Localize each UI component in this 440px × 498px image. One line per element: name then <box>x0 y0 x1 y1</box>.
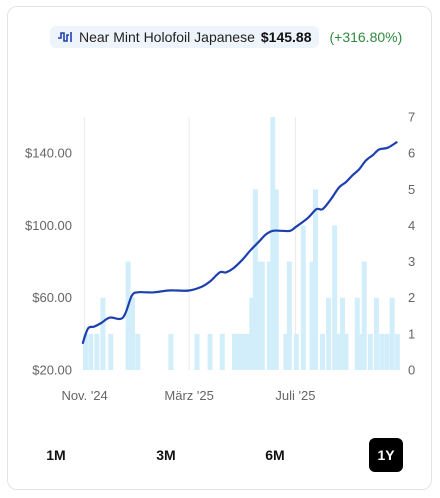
volume-bar <box>108 333 114 370</box>
volume-bar <box>252 189 258 370</box>
chart-legend: Near Mint Holofoil Japanese $145.88 (+31… <box>50 25 402 49</box>
volume-bar <box>336 333 342 370</box>
y-left-tick-label: $140.00 <box>25 146 72 161</box>
x-tick-label: März '25 <box>164 388 213 403</box>
time-range-selector: 1M 3M 6M 1Y <box>30 438 410 472</box>
volume-bar <box>394 333 400 370</box>
volume-bar <box>361 261 367 370</box>
volume-bar <box>88 333 94 370</box>
volume-bar <box>300 225 306 370</box>
x-tick-label: Nov. '24 <box>61 388 107 403</box>
volume-bar <box>130 297 136 370</box>
volume-bar <box>168 333 174 370</box>
y-right-tick-label: 2 <box>408 290 415 305</box>
volume-bars <box>82 117 400 370</box>
volume-bar <box>235 333 241 370</box>
volume-bar <box>326 297 332 370</box>
volume-bar <box>194 333 200 370</box>
volume-bar <box>219 333 225 370</box>
volume-bar <box>125 261 131 370</box>
volume-bar <box>358 333 364 370</box>
y-right-tick-label: 1 <box>408 326 415 341</box>
y-right-tick-label: 7 <box>408 110 415 125</box>
volume-bar <box>259 261 265 370</box>
volume-bar <box>384 333 390 370</box>
volume-bar <box>312 189 318 370</box>
price-line <box>81 141 398 344</box>
volume-bar <box>373 297 379 370</box>
volume-bar <box>286 261 292 370</box>
volume-bar <box>266 261 272 370</box>
volume-bar <box>339 297 345 370</box>
price-chart: $20.00 $60.00 $100.00 $140.00 0 1 2 3 4 5 6 7 Nov. '… <box>25 110 415 404</box>
volume-bar <box>94 333 100 370</box>
volume-bar <box>256 261 262 370</box>
price-line-group <box>81 141 398 344</box>
volume-bar <box>379 333 385 370</box>
volume-bar <box>249 297 255 370</box>
volume-bar <box>343 333 349 370</box>
range-button-1m[interactable]: 1M <box>46 447 66 463</box>
y-right-tick-label: 6 <box>408 146 415 161</box>
volume-bar <box>135 333 141 370</box>
volume-bar <box>293 333 299 370</box>
price-history-card <box>7 6 432 490</box>
volume-bar <box>332 225 338 370</box>
y-left-tick-label: $20.00 <box>32 363 72 378</box>
x-tick-label: Juli '25 <box>275 388 315 403</box>
range-button-1y[interactable]: 1Y <box>369 438 403 472</box>
y-right-tick-label: 3 <box>408 254 415 269</box>
y-right-tick-label: 4 <box>408 218 415 233</box>
volume-bar <box>82 333 88 370</box>
volume-bar <box>283 333 289 370</box>
volume-bar <box>100 297 106 370</box>
volume-bar <box>309 261 315 370</box>
volume-bar <box>273 189 279 370</box>
volume-bar <box>354 297 360 370</box>
grid <box>84 117 296 370</box>
y-left-tick-label: $100.00 <box>25 218 72 233</box>
range-button-3m[interactable]: 3M <box>156 447 176 463</box>
volume-bar <box>389 297 395 370</box>
series-name: Near Mint Holofoil Japanese <box>79 29 255 45</box>
range-button-6m[interactable]: 6M <box>265 447 285 463</box>
volume-bar <box>238 333 244 370</box>
volume-bar <box>245 333 251 370</box>
axes: $20.00 $60.00 $100.00 $140.00 0 1 2 3 4 5 6 7 Nov. '… <box>25 110 415 404</box>
price-change: (+316.80%) <box>329 29 403 45</box>
volume-bar <box>207 333 213 370</box>
y-right-tick-label: 5 <box>408 182 415 197</box>
volume-bar <box>270 117 276 370</box>
current-price: $145.88 <box>260 29 312 45</box>
volume-bar <box>231 333 237 370</box>
y-left-tick-label: $60.00 <box>32 290 72 305</box>
legend-pill[interactable]: Near Mint Holofoil Japanese $145.88 <box>50 26 320 48</box>
line-chart-icon <box>57 30 73 44</box>
volume-bar <box>319 333 325 370</box>
volume-bar <box>367 333 373 370</box>
y-right-tick-label: 0 <box>408 363 415 378</box>
volume-bar <box>242 333 248 370</box>
